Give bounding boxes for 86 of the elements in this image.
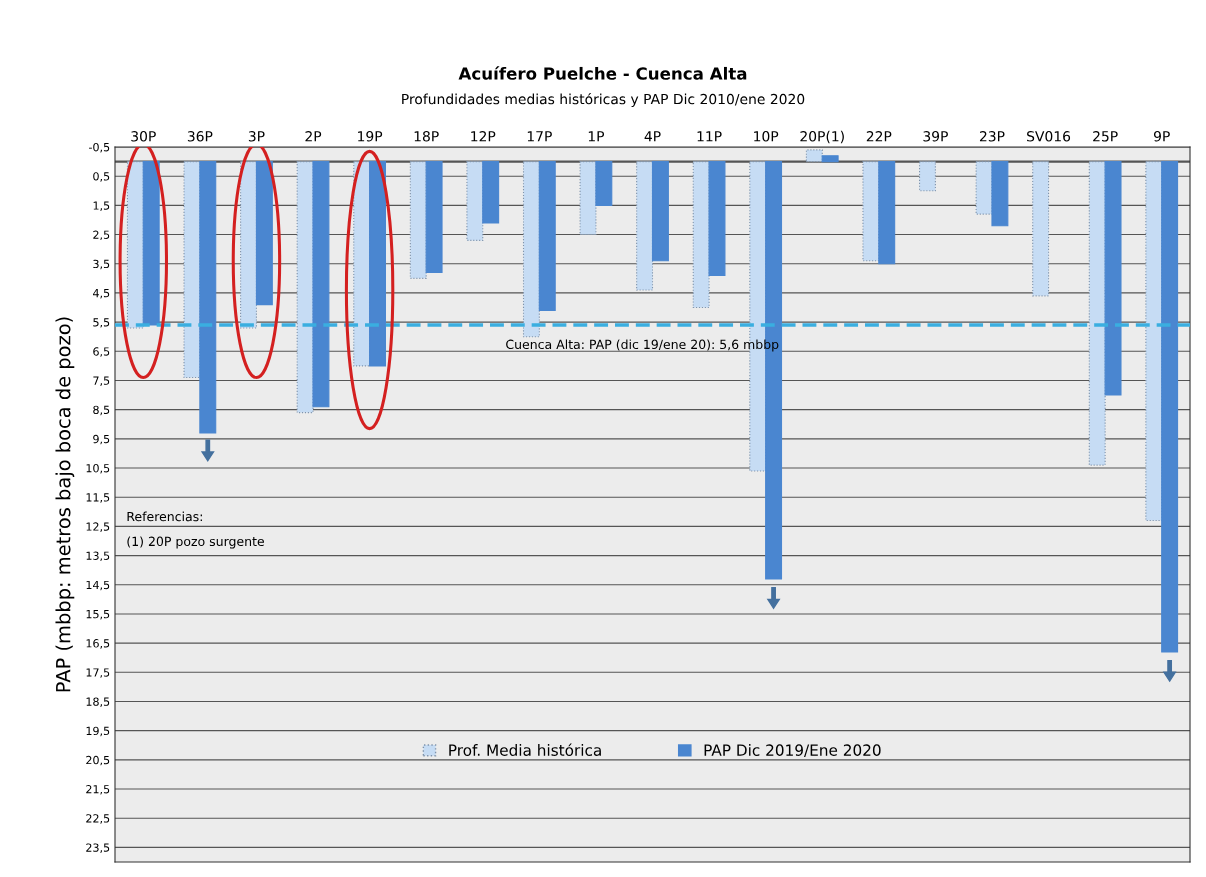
y-tick-label: 5,5 [93,318,110,328]
bar [369,161,387,367]
x-tick-label: 12P [471,131,496,142]
y-tick-label: 19,5 [86,726,110,737]
bar [126,161,144,329]
y-tick-label: 11,5 [86,493,110,503]
x-tick-label: 19P [358,131,383,142]
y-tick-label: -0,5 [89,142,110,153]
bar [878,161,896,265]
y-tick-label: 1,5 [93,201,110,211]
y-tick-label: 0,5 [93,172,110,182]
y-tick-label: 4,5 [93,289,110,299]
y-tick-label: 21,5 [86,785,110,795]
y-tick-label: 13,5 [86,551,110,562]
chart-title: Acuífero Puelche - Cuenca Alta [458,66,747,80]
x-tick-label: 30P [131,131,156,142]
bar [142,161,160,326]
y-tick-label: 16,5 [86,639,110,649]
bar [692,161,710,309]
legend-label: Prof. Media histórica [449,743,601,756]
bar [312,161,330,408]
bar [636,161,654,291]
annotation: Referencias: [127,511,202,522]
y-tick-label: 10,5 [86,464,110,474]
bar [579,161,597,236]
y-tick-label: 15,5 [86,610,110,620]
annotation: (1) 20P pozo surgente [127,536,265,549]
x-tick-label: 11P [697,131,722,142]
y-tick-label: 22,5 [86,814,110,824]
y-tick-label: 6,5 [93,347,110,357]
ref-line-label: Cuenca Alta: PAP (dic 19/ene 20): 5,6 mbbp [506,339,779,352]
y-tick-label: 8,5 [93,405,110,416]
bar [1032,161,1050,297]
bar [918,161,936,192]
y-tick-label: 3,5 [93,259,110,270]
x-tick-label: 23P [979,131,1005,142]
x-tick-label: 10P [754,131,779,142]
x-tick-label: 39P [923,131,948,142]
x-tick-label: 18P [414,131,439,142]
y-tick-label: 9,5 [93,434,110,445]
x-tick-label: 3P [248,131,265,142]
bar [1161,161,1179,653]
bar [821,155,839,163]
x-tick-label: 4P [644,131,661,142]
bar [240,161,258,329]
bar [708,161,726,276]
x-tick-label: 22P [866,131,892,142]
chart-subtitle: Profundidades medias históricas y PAP Dic 2010/ene 2020 [402,93,805,107]
bar [255,161,273,306]
y-tick-label: 14,5 [86,580,110,591]
y-tick-label: 17,5 [86,668,110,678]
bar [1088,161,1106,466]
bar [199,161,217,434]
bar [482,161,500,224]
y-axis-title: PAP (mbbp: metros bajo boca de pozo) [55,317,75,692]
x-tick-label: 25P [1093,131,1118,142]
bar [862,161,880,262]
x-tick-label: 17P [527,131,552,142]
x-tick-label: 2P [305,131,322,142]
bar [805,149,823,163]
bar [466,161,484,241]
bar [1145,161,1163,522]
x-tick-label: 1P [588,131,605,142]
bar [538,161,556,311]
bar [595,161,613,206]
y-tick-label: 7,5 [93,376,110,386]
y-tick-label: 2,5 [93,230,110,241]
y-tick-label: 18,5 [86,697,110,707]
bar [425,161,443,274]
bar [975,161,993,215]
y-tick-label: 23,5 [86,843,110,853]
y-tick-label: 20,5 [86,755,110,766]
bar [1104,161,1122,396]
legend-label: PAP Dic 2019/Ene 2020 [704,744,881,758]
x-tick-label: 36P [187,131,213,142]
bar [409,161,427,279]
x-tick-label: 20P(1) [800,130,844,144]
bar [522,161,540,338]
x-tick-label: 9P [1153,131,1170,142]
bar [296,161,314,414]
bar [651,161,669,262]
bar [183,161,201,379]
bar [353,161,371,367]
x-tick-label: SV016 [1027,131,1071,142]
y-tick-label: 12,5 [86,522,110,532]
bar [991,161,1009,227]
